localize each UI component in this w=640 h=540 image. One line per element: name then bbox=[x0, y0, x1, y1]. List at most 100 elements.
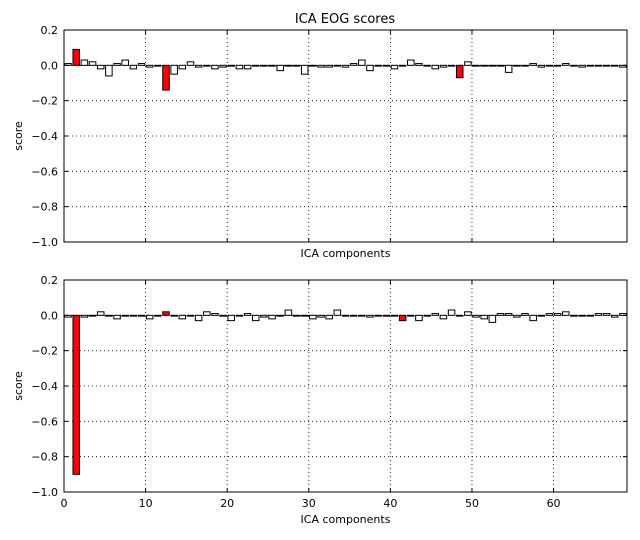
bar bbox=[333, 309, 342, 316]
bar bbox=[472, 314, 480, 318]
bar bbox=[398, 64, 407, 67]
bar bbox=[374, 64, 382, 67]
bar bbox=[129, 64, 138, 70]
y-axis-label: score bbox=[12, 371, 25, 401]
y-tick-label: −0.8 bbox=[31, 451, 58, 464]
bar bbox=[129, 314, 138, 317]
bar bbox=[268, 64, 276, 67]
bar bbox=[145, 64, 154, 68]
bar bbox=[284, 309, 293, 316]
y-axis-label: score bbox=[12, 121, 25, 151]
bar bbox=[447, 64, 456, 67]
bar bbox=[243, 313, 252, 316]
bar bbox=[186, 314, 195, 317]
bar bbox=[423, 64, 431, 67]
x-axis-label: ICA components bbox=[301, 247, 391, 260]
bar bbox=[602, 64, 611, 67]
bar bbox=[619, 313, 627, 316]
y-tick-label: −0.8 bbox=[31, 201, 58, 214]
bar bbox=[366, 314, 374, 318]
bar bbox=[570, 64, 578, 67]
bar bbox=[309, 314, 317, 320]
bar bbox=[586, 64, 595, 67]
bar bbox=[529, 63, 537, 66]
bar bbox=[415, 314, 423, 322]
bar bbox=[300, 64, 309, 75]
bar bbox=[80, 314, 89, 318]
bar bbox=[496, 64, 505, 67]
bar bbox=[610, 314, 619, 318]
bar bbox=[235, 314, 244, 317]
bar bbox=[64, 314, 72, 318]
bar bbox=[439, 64, 448, 68]
bar bbox=[88, 314, 97, 317]
x-tick-label: 20 bbox=[220, 497, 234, 510]
bar bbox=[137, 314, 146, 317]
bar bbox=[513, 64, 521, 67]
bar bbox=[382, 64, 391, 67]
x-tick-label: 60 bbox=[547, 497, 561, 510]
bar bbox=[219, 64, 227, 68]
x-tick-label: 10 bbox=[139, 497, 153, 510]
bar bbox=[170, 64, 178, 75]
y-tick-label: 0.0 bbox=[41, 59, 59, 72]
bar bbox=[194, 64, 203, 68]
bar bbox=[578, 314, 586, 317]
bar bbox=[292, 314, 301, 317]
bar bbox=[227, 314, 236, 322]
bar bbox=[464, 61, 472, 66]
bar bbox=[594, 313, 603, 316]
y-tick-label: −0.4 bbox=[31, 380, 58, 393]
bar bbox=[96, 311, 105, 316]
bar bbox=[390, 314, 399, 317]
bar bbox=[407, 314, 415, 317]
bar bbox=[447, 309, 456, 316]
bar bbox=[431, 313, 440, 316]
bar bbox=[235, 64, 244, 70]
bar bbox=[276, 64, 284, 72]
y-tick-label: −1.0 bbox=[31, 236, 58, 249]
bar bbox=[317, 314, 325, 318]
bar bbox=[211, 64, 219, 70]
bar bbox=[610, 64, 619, 67]
bar bbox=[251, 64, 260, 67]
bar bbox=[170, 314, 178, 317]
bar bbox=[521, 313, 529, 316]
bar bbox=[154, 314, 162, 317]
bar bbox=[472, 64, 480, 67]
bar bbox=[480, 64, 488, 67]
bar bbox=[407, 59, 415, 66]
bar bbox=[80, 59, 89, 66]
bar bbox=[537, 64, 546, 68]
bar bbox=[349, 63, 358, 66]
bar bbox=[562, 311, 570, 316]
bar bbox=[276, 314, 284, 317]
bar bbox=[570, 314, 578, 317]
score-panel-top: 0.2 0.0 −0.2 −0.4 −0.6 −0.8 −1.0 ICA components… bbox=[12, 24, 628, 260]
bar bbox=[194, 314, 203, 322]
bar bbox=[333, 64, 342, 67]
x-axis-label: ICA components bbox=[301, 513, 391, 526]
bar bbox=[88, 61, 97, 66]
bar bbox=[545, 64, 554, 67]
bar bbox=[178, 314, 187, 320]
bar bbox=[317, 64, 325, 68]
bar bbox=[586, 314, 595, 317]
bar bbox=[227, 64, 236, 67]
bar bbox=[284, 64, 293, 67]
bar-highlighted bbox=[72, 48, 81, 66]
bar-highlighted bbox=[72, 314, 81, 475]
bar bbox=[488, 64, 497, 67]
bar bbox=[537, 314, 546, 317]
bar bbox=[513, 314, 521, 318]
bar bbox=[594, 64, 603, 67]
bar bbox=[211, 313, 219, 316]
bar bbox=[423, 314, 431, 317]
y-tick-label: −0.4 bbox=[31, 130, 58, 143]
bar bbox=[562, 63, 570, 66]
bar bbox=[374, 314, 382, 317]
x-tick-label: 0 bbox=[61, 497, 68, 510]
bar bbox=[260, 64, 268, 67]
bar bbox=[431, 64, 440, 70]
